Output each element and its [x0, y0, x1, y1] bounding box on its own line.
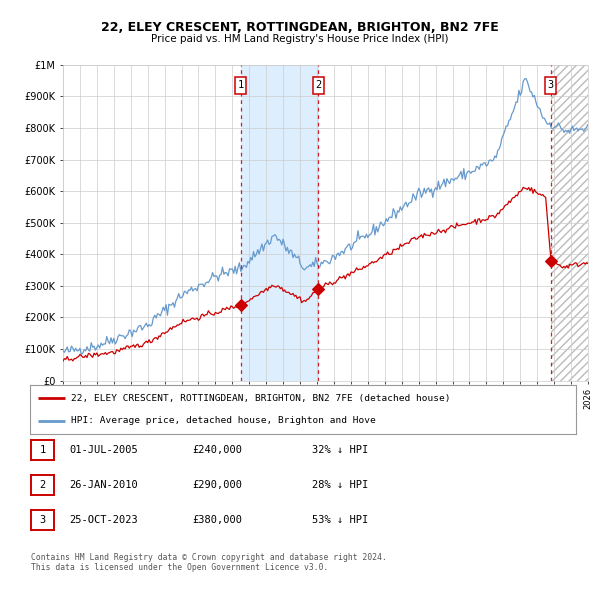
- Text: 2: 2: [40, 480, 46, 490]
- Text: £240,000: £240,000: [192, 445, 242, 454]
- Text: Contains HM Land Registry data © Crown copyright and database right 2024.: Contains HM Land Registry data © Crown c…: [31, 553, 387, 562]
- Text: 22, ELEY CRESCENT, ROTTINGDEAN, BRIGHTON, BN2 7FE: 22, ELEY CRESCENT, ROTTINGDEAN, BRIGHTON…: [101, 21, 499, 34]
- FancyBboxPatch shape: [313, 77, 323, 94]
- Text: 01-JUL-2005: 01-JUL-2005: [69, 445, 138, 454]
- Text: 25-OCT-2023: 25-OCT-2023: [69, 516, 138, 525]
- Text: £290,000: £290,000: [192, 480, 242, 490]
- Bar: [551, 65, 588, 381]
- Text: 26-JAN-2010: 26-JAN-2010: [69, 480, 138, 490]
- Text: 32% ↓ HPI: 32% ↓ HPI: [312, 445, 368, 454]
- Text: 3: 3: [40, 516, 46, 525]
- Point: [236, 300, 245, 310]
- Bar: [241, 65, 318, 381]
- Text: £380,000: £380,000: [192, 516, 242, 525]
- Text: Price paid vs. HM Land Registry's House Price Index (HPI): Price paid vs. HM Land Registry's House …: [151, 34, 449, 44]
- Text: 3: 3: [548, 80, 554, 90]
- Text: 28% ↓ HPI: 28% ↓ HPI: [312, 480, 368, 490]
- Text: 53% ↓ HPI: 53% ↓ HPI: [312, 516, 368, 525]
- Text: This data is licensed under the Open Government Licence v3.0.: This data is licensed under the Open Gov…: [31, 563, 329, 572]
- Text: 1: 1: [238, 80, 244, 90]
- Text: 2: 2: [315, 80, 322, 90]
- Text: 1: 1: [40, 445, 46, 454]
- FancyBboxPatch shape: [545, 77, 556, 94]
- Point: [546, 256, 556, 266]
- Text: HPI: Average price, detached house, Brighton and Hove: HPI: Average price, detached house, Brig…: [71, 416, 376, 425]
- Point: [313, 284, 323, 294]
- Text: 22, ELEY CRESCENT, ROTTINGDEAN, BRIGHTON, BN2 7FE (detached house): 22, ELEY CRESCENT, ROTTINGDEAN, BRIGHTON…: [71, 394, 451, 403]
- FancyBboxPatch shape: [235, 77, 246, 94]
